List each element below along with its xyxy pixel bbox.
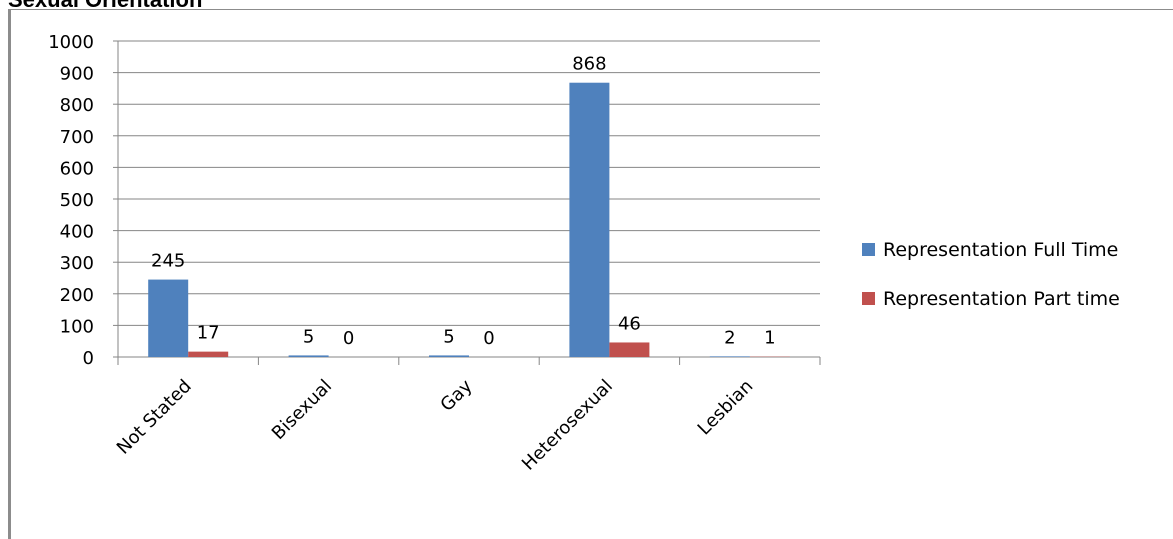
data-label: 5: [303, 326, 314, 347]
x-tick-label: Not Stated: [113, 376, 196, 459]
gridlines: [118, 41, 820, 325]
bar-full-time: [710, 356, 750, 357]
y-axis-ticks: 0 100 200 300 400 500 600 700 800 900 1000: [48, 32, 118, 369]
y-tick-label: 400: [60, 222, 94, 243]
data-labels: 245 17 5 0 5 0 868 46 2 1: [151, 54, 776, 349]
y-tick-label: 100: [60, 316, 94, 337]
y-tick-label: 200: [60, 285, 94, 306]
x-axis-ticks: Not Stated Bisexual Gay Heterosexual Lesbian: [113, 375, 758, 474]
legend: Representation Full Time Representation P…: [862, 239, 1120, 310]
data-label: 868: [572, 54, 606, 75]
x-tick-label: Heterosexual: [518, 376, 617, 475]
legend-swatch: [862, 243, 875, 256]
x-tick-label: Gay: [436, 375, 476, 415]
y-tick-label: 1000: [48, 32, 94, 53]
axes: [118, 41, 820, 365]
y-tick-label: 500: [60, 190, 94, 211]
data-label: 1: [764, 328, 775, 349]
bar-part-time: [188, 352, 228, 357]
data-label: 2: [724, 327, 735, 348]
legend-swatch: [862, 292, 875, 305]
data-label: 5: [443, 326, 454, 347]
y-tick-label: 700: [60, 127, 94, 148]
data-label: 0: [343, 328, 354, 349]
data-label: 0: [483, 328, 494, 349]
y-tick-label: 0: [83, 348, 94, 369]
bar-full-time: [429, 355, 469, 357]
y-tick-label: 600: [60, 158, 94, 179]
bar-full-time: [569, 83, 609, 357]
y-tick-label: 300: [60, 253, 94, 274]
data-label: 46: [618, 313, 641, 334]
x-tick-label: Lesbian: [694, 376, 758, 440]
data-label: 17: [197, 323, 220, 344]
bar-full-time: [289, 355, 329, 357]
y-tick-label: 800: [60, 95, 94, 116]
legend-label: Representation Part time: [883, 288, 1120, 310]
legend-label: Representation Full Time: [883, 239, 1118, 261]
bar-full-time: [148, 280, 188, 357]
y-tick-label: 900: [60, 64, 94, 85]
data-label: 245: [151, 251, 185, 272]
bar-part-time: [609, 342, 649, 357]
bars: [148, 83, 790, 357]
x-tick-label: Bisexual: [268, 376, 336, 444]
